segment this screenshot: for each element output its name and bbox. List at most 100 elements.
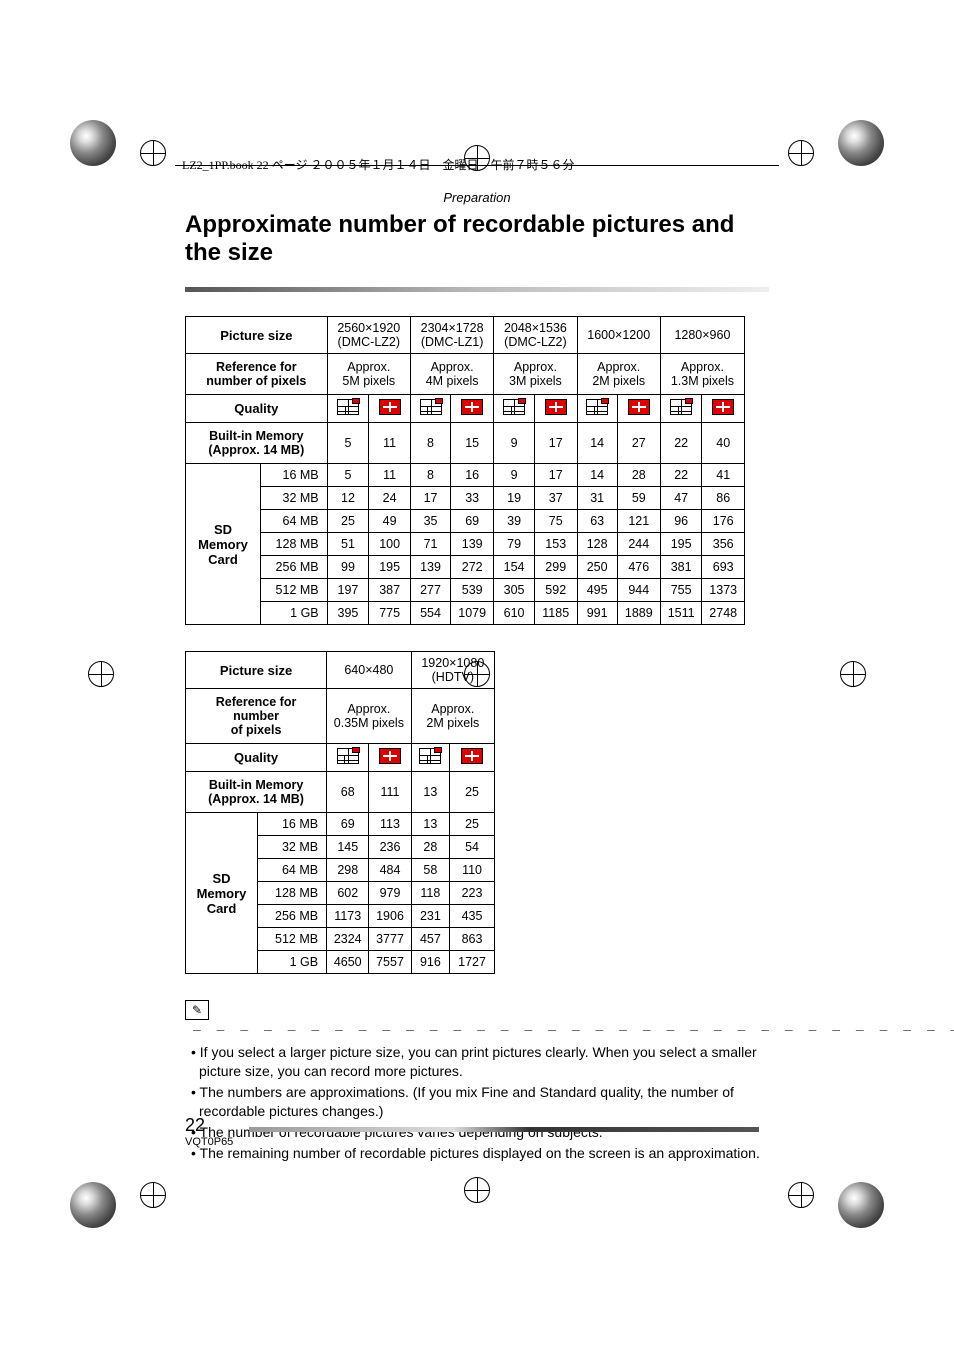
data-cell: 602 <box>327 882 369 905</box>
data-cell: 272 <box>451 556 494 579</box>
col-ref-pixels: Approx.2M pixels <box>411 689 494 744</box>
quality-cell <box>369 744 411 772</box>
table-row: Reference for numberof pixelsApprox.0.35… <box>186 689 495 744</box>
data-cell: 356 <box>702 533 745 556</box>
print-mark-sphere <box>838 1182 884 1228</box>
data-cell: 5 <box>327 464 369 487</box>
quality-cell <box>327 744 369 772</box>
print-mark-sphere <box>838 120 884 166</box>
data-cell: 79 <box>494 533 535 556</box>
crop-mark <box>840 661 866 687</box>
data-cell: 25 <box>327 510 369 533</box>
data-cell: 176 <box>702 510 745 533</box>
quality-standard-icon <box>379 748 401 764</box>
table-row: Built-in Memory(Approx. 14 MB)681111325 <box>186 772 495 813</box>
data-cell: 15 <box>451 423 494 464</box>
data-cell: 35 <box>410 510 450 533</box>
data-cell: 381 <box>660 556 702 579</box>
col-picture-size: 1600×1200 <box>577 317 660 354</box>
sd-card-label: SDMemoryCard <box>186 464 261 625</box>
table-row: 128 MB511007113979153128244195356 <box>186 533 745 556</box>
quality-cell <box>410 395 450 423</box>
data-cell: 755 <box>660 579 702 602</box>
data-cell: 387 <box>369 579 411 602</box>
quality-standard-icon <box>461 399 483 415</box>
data-cell: 111 <box>369 772 411 813</box>
data-cell: 277 <box>410 579 450 602</box>
data-cell: 11 <box>369 423 411 464</box>
data-cell: 47 <box>660 487 702 510</box>
data-cell: 16 <box>451 464 494 487</box>
data-cell: 99 <box>327 556 369 579</box>
data-cell: 128 <box>577 533 617 556</box>
title-underline <box>185 287 769 292</box>
card-size-label: 32 MB <box>260 487 327 510</box>
quality-cell <box>534 395 577 423</box>
footer-bar <box>249 1127 759 1132</box>
data-cell: 68 <box>327 772 369 813</box>
data-cell: 863 <box>450 928 495 951</box>
data-cell: 28 <box>411 836 449 859</box>
crop-mark <box>464 1177 490 1203</box>
table-pictures-extra: Picture size640×4801920×1080(HDTV)Refere… <box>185 651 495 974</box>
data-cell: 539 <box>451 579 494 602</box>
data-cell: 554 <box>410 602 450 625</box>
data-cell: 299 <box>534 556 577 579</box>
quality-fine-icon <box>503 399 525 415</box>
col-ref-pixels: Approx.1.3M pixels <box>660 354 744 395</box>
data-cell: 14 <box>577 464 617 487</box>
data-cell: 113 <box>369 813 411 836</box>
quality-cell <box>411 744 449 772</box>
table-row: 64 MB2549356939756312196176 <box>186 510 745 533</box>
card-size-label: 512 MB <box>260 579 327 602</box>
data-cell: 693 <box>702 556 745 579</box>
data-cell: 153 <box>534 533 577 556</box>
data-cell: 22 <box>660 423 702 464</box>
data-cell: 244 <box>617 533 660 556</box>
data-cell: 1906 <box>369 905 411 928</box>
data-cell: 25 <box>450 813 495 836</box>
data-cell: 17 <box>534 464 577 487</box>
table-row: 512 MB1973872775393055924959447551373 <box>186 579 745 602</box>
data-cell: 71 <box>410 533 450 556</box>
data-cell: 100 <box>369 533 411 556</box>
data-cell: 944 <box>617 579 660 602</box>
quality-cell <box>327 395 369 423</box>
quality-cell <box>494 395 535 423</box>
data-cell: 28 <box>617 464 660 487</box>
data-cell: 39 <box>494 510 535 533</box>
data-cell: 41 <box>702 464 745 487</box>
col-picture-size: 2304×1728(DMC-LZ1) <box>410 317 493 354</box>
card-size-label: 128 MB <box>260 533 327 556</box>
data-cell: 435 <box>450 905 495 928</box>
data-cell: 69 <box>451 510 494 533</box>
data-cell: 1173 <box>327 905 369 928</box>
card-size-label: 256 MB <box>258 905 327 928</box>
data-cell: 4650 <box>327 951 369 974</box>
data-cell: 9 <box>494 464 535 487</box>
table2-left-hdr: Quality <box>186 744 327 772</box>
quality-fine-icon <box>337 399 359 415</box>
data-cell: 51 <box>327 533 369 556</box>
quality-fine-icon <box>420 399 442 415</box>
data-cell: 1889 <box>617 602 660 625</box>
data-cell: 40 <box>702 423 745 464</box>
col-picture-size: 1280×960 <box>660 317 744 354</box>
dash-separator: – – – – – – – – – – – – – – – – – – – – … <box>193 1021 954 1037</box>
table2-left-hdr: Reference for numberof pixels <box>186 689 327 744</box>
data-cell: 37 <box>534 487 577 510</box>
table-row: SDMemoryCard16 MB51181691714282241 <box>186 464 745 487</box>
col-picture-size: 1920×1080(HDTV) <box>411 652 494 689</box>
data-cell: 197 <box>327 579 369 602</box>
quality-fine-icon <box>419 748 441 764</box>
quality-standard-icon <box>712 399 734 415</box>
data-cell: 476 <box>617 556 660 579</box>
data-cell: 916 <box>411 951 449 974</box>
data-cell: 12 <box>327 487 369 510</box>
data-cell: 22 <box>660 464 702 487</box>
data-cell: 49 <box>369 510 411 533</box>
quality-cell <box>577 395 617 423</box>
quality-standard-icon <box>628 399 650 415</box>
table-row: SDMemoryCard16 MB691131325 <box>186 813 495 836</box>
crop-mark <box>140 1182 166 1208</box>
